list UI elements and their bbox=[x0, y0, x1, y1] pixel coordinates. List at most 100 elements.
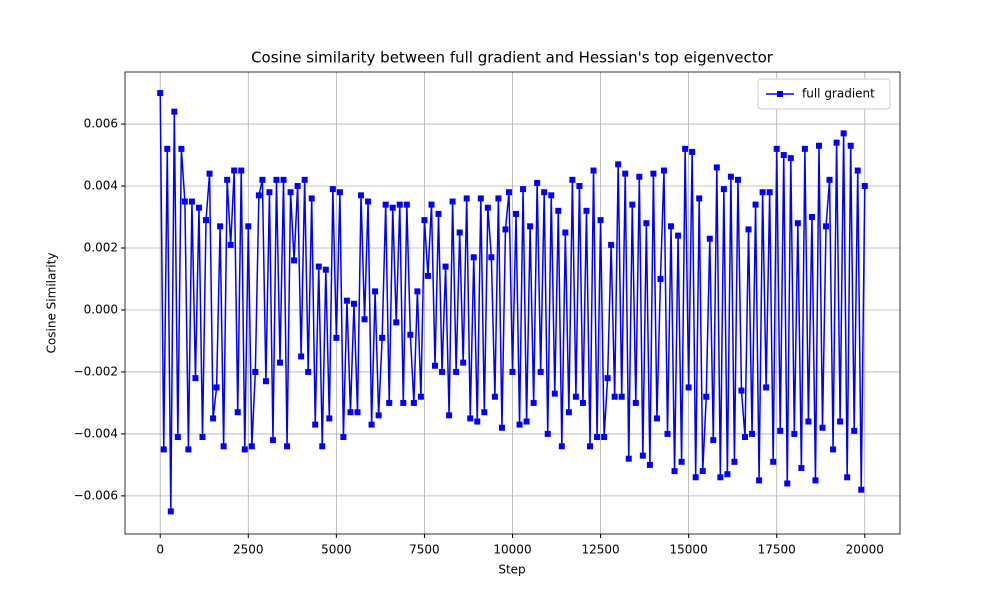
x-tick-label: 2500 bbox=[233, 543, 264, 557]
data-point bbox=[858, 486, 865, 493]
plot-frame bbox=[124, 71, 901, 535]
data-point bbox=[745, 226, 752, 233]
data-point bbox=[604, 375, 611, 382]
chart-title: Cosine similarity between full gradient … bbox=[251, 49, 774, 67]
data-point bbox=[689, 148, 696, 155]
data-point bbox=[742, 434, 748, 441]
data-point bbox=[319, 443, 326, 450]
data-point bbox=[706, 235, 713, 242]
data-point bbox=[167, 508, 174, 515]
data-point bbox=[210, 415, 217, 422]
data-point bbox=[227, 241, 234, 248]
data-point bbox=[347, 409, 354, 416]
data-point bbox=[830, 446, 837, 453]
data-point bbox=[562, 229, 569, 236]
data-point bbox=[424, 272, 431, 279]
data-point bbox=[594, 434, 601, 441]
data-point bbox=[555, 207, 562, 214]
data-point bbox=[551, 390, 558, 397]
data-point bbox=[826, 176, 833, 183]
data-point bbox=[523, 418, 530, 425]
y-tick-label: 0.000 bbox=[84, 302, 118, 316]
data-point bbox=[453, 368, 460, 375]
data-point bbox=[393, 319, 400, 326]
data-point bbox=[727, 173, 734, 180]
data-point bbox=[157, 90, 164, 97]
data-point bbox=[798, 465, 805, 471]
data-point bbox=[456, 229, 463, 236]
data-point bbox=[699, 468, 706, 475]
data-point bbox=[844, 474, 851, 481]
data-point bbox=[326, 415, 333, 422]
data-point bbox=[625, 455, 632, 462]
data-point bbox=[312, 421, 319, 428]
data-point bbox=[368, 421, 375, 428]
data-point bbox=[361, 316, 368, 323]
x-tick-label: 12500 bbox=[581, 543, 619, 557]
data-point bbox=[439, 368, 446, 375]
data-point bbox=[731, 458, 738, 465]
data-point bbox=[195, 204, 202, 211]
data-point bbox=[590, 167, 597, 174]
data-point bbox=[565, 409, 572, 416]
data-point bbox=[389, 204, 396, 211]
data-point bbox=[192, 375, 199, 382]
data-point bbox=[639, 452, 646, 459]
data-point bbox=[505, 189, 512, 196]
data-point bbox=[449, 198, 456, 205]
data-point bbox=[615, 161, 622, 168]
data-point bbox=[766, 189, 773, 196]
data-point bbox=[805, 418, 812, 425]
data-point bbox=[749, 430, 756, 437]
data-point bbox=[815, 142, 822, 149]
data-point bbox=[752, 201, 759, 208]
data-point bbox=[269, 437, 276, 444]
data-point bbox=[583, 207, 590, 214]
data-point bbox=[696, 195, 703, 202]
data-point bbox=[245, 223, 252, 230]
data-point bbox=[188, 198, 195, 205]
data-point bbox=[509, 368, 516, 375]
data-point bbox=[266, 189, 273, 196]
data-point bbox=[840, 130, 847, 137]
data-point bbox=[812, 477, 819, 484]
data-point bbox=[618, 393, 625, 400]
data-point bbox=[333, 334, 340, 341]
data-point bbox=[375, 412, 382, 419]
data-point bbox=[238, 167, 245, 174]
data-point bbox=[164, 145, 171, 152]
data-point bbox=[224, 176, 231, 183]
data-point bbox=[650, 170, 657, 177]
data-point bbox=[576, 183, 583, 190]
y-axis-label: Cosine Similarity bbox=[45, 253, 59, 354]
data-point bbox=[255, 192, 262, 199]
data-point bbox=[234, 409, 241, 416]
data-point bbox=[784, 480, 791, 487]
data-point bbox=[678, 458, 685, 465]
data-point bbox=[252, 368, 259, 375]
data-point bbox=[632, 399, 639, 406]
data-point bbox=[759, 189, 766, 196]
data-point bbox=[819, 424, 826, 431]
data-point bbox=[396, 201, 403, 208]
data-point bbox=[516, 421, 523, 428]
legend-label: full gradient bbox=[802, 87, 875, 101]
data-point bbox=[340, 434, 347, 441]
data-point bbox=[354, 409, 361, 416]
data-point bbox=[322, 266, 329, 273]
x-tick-label: 15000 bbox=[670, 543, 708, 557]
data-point bbox=[847, 142, 854, 149]
data-point bbox=[386, 399, 393, 406]
data-point bbox=[287, 189, 294, 196]
data-point bbox=[488, 254, 495, 261]
data-point bbox=[336, 189, 343, 196]
data-point bbox=[636, 173, 643, 180]
data-point bbox=[791, 430, 798, 437]
data-point bbox=[530, 399, 537, 406]
data-point bbox=[657, 275, 664, 282]
data-point bbox=[217, 223, 224, 230]
data-point bbox=[569, 176, 576, 183]
data-point bbox=[643, 220, 650, 227]
data-point bbox=[548, 192, 555, 199]
data-point bbox=[241, 446, 248, 453]
